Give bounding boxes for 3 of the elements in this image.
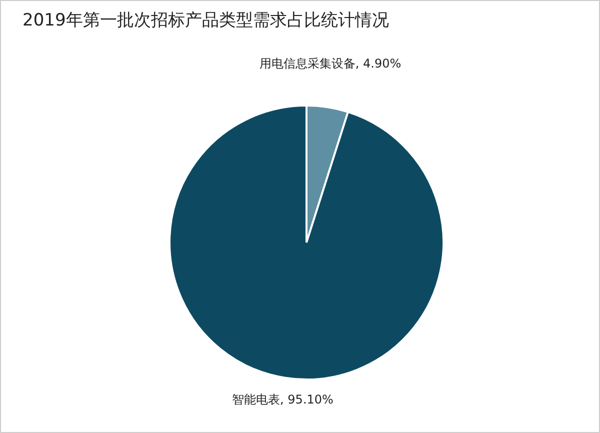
slice-label: 用电信息采集设备, 4.90% [259, 56, 402, 70]
slice-label: 智能电表, 95.10% [232, 392, 334, 407]
chart-title: 2019年第一批次招标产品类型需求占比统计情况 [22, 10, 389, 30]
